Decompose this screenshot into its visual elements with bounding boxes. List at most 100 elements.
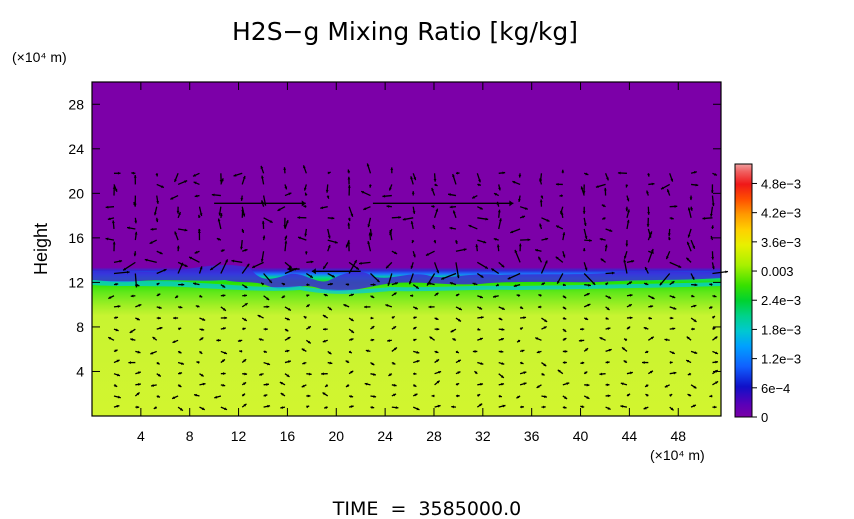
wind-vector-head [702, 216, 706, 220]
wind-vector-head [713, 294, 717, 298]
wind-vector-head [201, 407, 205, 410]
wind-vector-head [502, 171, 506, 175]
wind-vector-head [555, 182, 559, 186]
wind-vector-head [686, 257, 690, 261]
wind-vector-head [537, 305, 541, 309]
wind-vector-head [670, 407, 674, 411]
wind-vector-head [194, 250, 198, 254]
wind-vector-head [564, 396, 568, 399]
wind-vector-head [179, 407, 183, 411]
colorbar-tick-label: 4.2e−3 [761, 206, 801, 221]
wind-vector-jet-head [509, 200, 514, 207]
wind-vector-head [301, 384, 305, 388]
wind-vector-head [414, 306, 418, 310]
wind-vector-head [221, 359, 225, 363]
wind-vector-head [393, 393, 397, 397]
wind-vector-head [176, 245, 180, 249]
wind-vector-head [611, 271, 615, 275]
wind-vector-head [172, 396, 176, 399]
wind-vector-jet-head [301, 200, 306, 207]
wind-vector-head [240, 246, 243, 250]
wind-vector-head [304, 233, 308, 237]
wind-vector-head [322, 339, 326, 343]
wind-vector-head [660, 186, 664, 190]
wind-vector-head [410, 294, 413, 298]
wind-vector-head [327, 244, 331, 248]
wind-vector-head [386, 265, 389, 269]
wind-vector-head [222, 294, 226, 298]
wind-vector-head [158, 306, 162, 309]
wind-vector-head [370, 316, 374, 320]
wind-vector-head [627, 209, 630, 213]
wind-vector-head [331, 274, 335, 278]
wind-vector-head [287, 337, 291, 340]
wind-vector-head [523, 316, 527, 320]
wind-vector-head [580, 327, 583, 331]
wind-vector-head [350, 330, 354, 333]
wind-vector-head [435, 208, 439, 212]
wind-vector-head [136, 283, 140, 287]
wind-vector-head [563, 316, 567, 320]
wind-vector-head [544, 319, 548, 322]
wind-vector-head [496, 244, 500, 248]
wind-vector-head [520, 361, 524, 365]
wind-vector-head [130, 294, 134, 298]
wind-vector-head [500, 375, 504, 378]
wind-vector-head [243, 359, 247, 363]
wind-vector-head [126, 270, 130, 274]
wind-vector-head [306, 294, 310, 298]
wind-vector-head [330, 282, 333, 286]
wind-vector-head [650, 251, 654, 254]
wind-vector-head [179, 371, 183, 375]
wind-vector-head [284, 235, 288, 239]
wind-vector-head [413, 316, 417, 320]
chart-title: H2S−g Mixing Ratio [kg/kg] [232, 17, 578, 46]
x-tick-label: 40 [573, 428, 589, 444]
wind-vector-head [201, 328, 205, 331]
wind-vector-head [516, 395, 520, 399]
wind-vector-head [582, 191, 586, 194]
wind-vector-head [327, 171, 331, 175]
wind-vector-head [668, 236, 671, 240]
wind-vector-head [671, 351, 675, 354]
wind-vector-head [266, 297, 270, 300]
wind-vector-head [287, 307, 291, 311]
wind-vector-head [479, 206, 483, 210]
wind-vector-head [626, 198, 630, 202]
wind-vector-head [343, 304, 347, 307]
wind-vector-head [413, 177, 417, 181]
wind-vector-head [301, 348, 305, 352]
wind-vector-head [514, 249, 518, 253]
wind-vector-head [199, 266, 203, 270]
wind-vector-head [345, 360, 349, 364]
wind-vector-head [479, 295, 483, 299]
wind-vector-head [367, 241, 371, 245]
y-tick-label: 8 [76, 319, 84, 335]
wind-vector-head [128, 361, 132, 365]
wind-vector-head [483, 240, 487, 244]
wind-vector-head [214, 395, 218, 399]
wind-vector-head [432, 224, 436, 228]
wind-vector-head [119, 259, 123, 263]
wind-vector-head [219, 180, 223, 183]
wind-vector-head [643, 327, 647, 330]
wind-vector-head [364, 305, 367, 309]
wind-vector-head [108, 296, 112, 299]
wind-vector-head [328, 307, 332, 311]
wind-vector-head [562, 283, 566, 287]
wind-vector-head [712, 327, 716, 331]
wind-vector-head [499, 317, 503, 321]
wind-vector-head [306, 304, 310, 308]
wind-vector-head [257, 315, 261, 318]
wind-vector-head [468, 224, 472, 228]
wind-vector-head [713, 405, 717, 409]
wind-vector-head [536, 385, 540, 388]
wind-vector-head [163, 269, 167, 272]
wind-vector-head [194, 194, 198, 198]
wind-vector-head [184, 264, 188, 267]
wind-vector-head [546, 218, 550, 222]
wind-vector-head [389, 232, 393, 236]
wind-vector-head [368, 184, 372, 188]
wind-vector-head [156, 283, 160, 286]
